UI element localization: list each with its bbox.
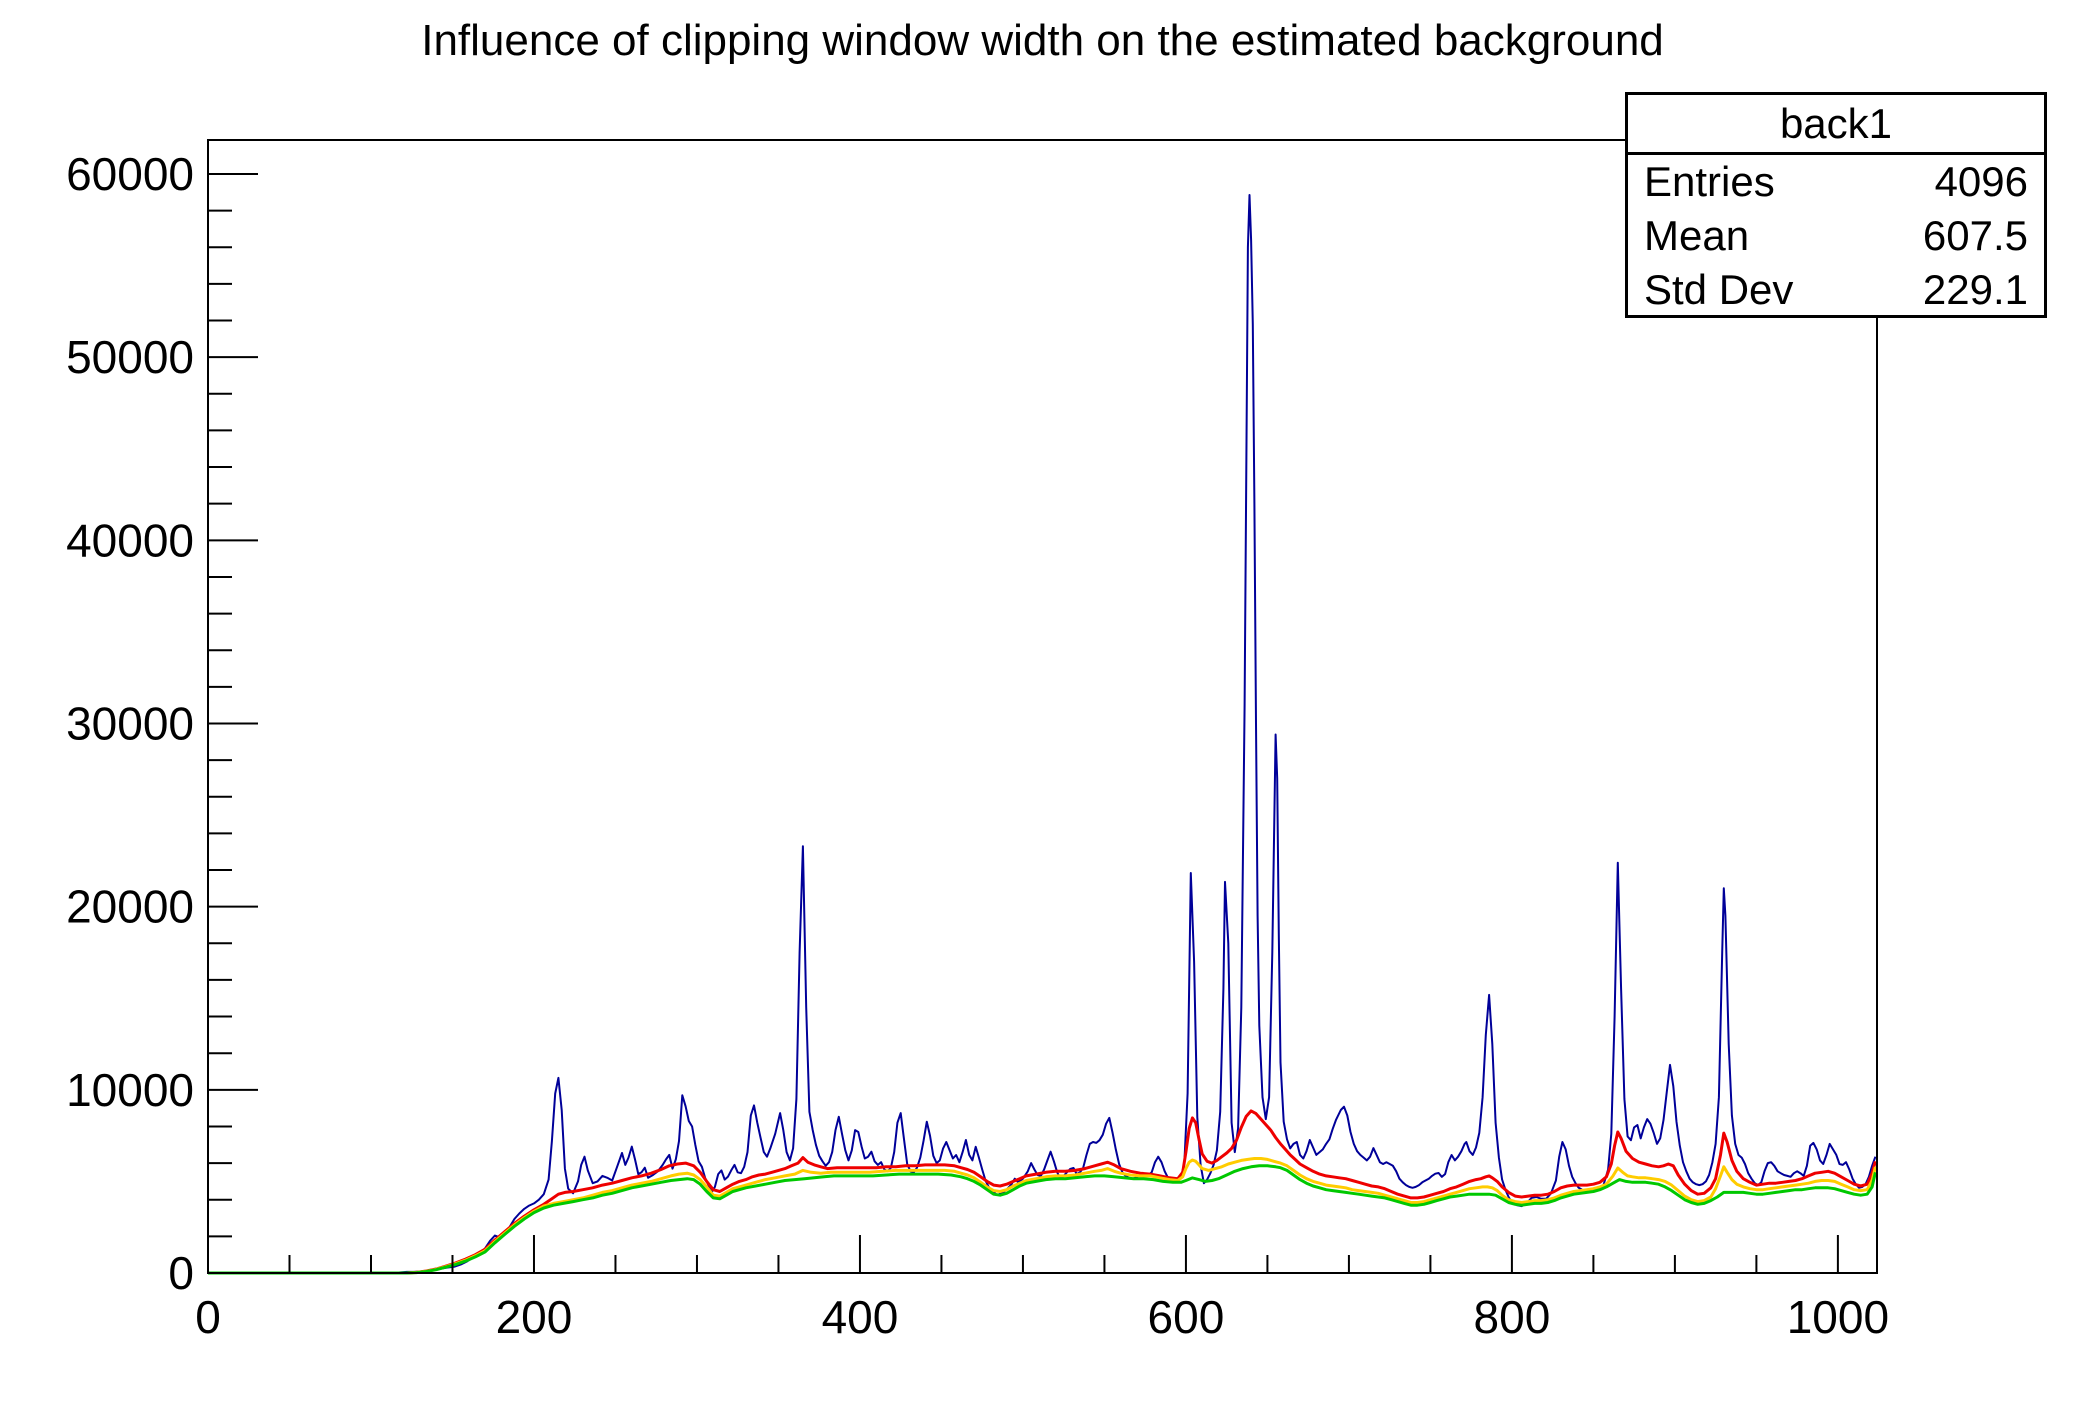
stats-value: 229.1: [1922, 266, 2028, 313]
page-title: Influence of clipping window width on th…: [421, 16, 1664, 65]
x-axis-tick-label: 0: [195, 1291, 221, 1343]
stats-row-stddev: Std Dev 229.1: [1628, 263, 2044, 317]
series-line-background-3: [208, 1164, 1877, 1275]
stats-label: Mean: [1644, 212, 1750, 259]
y-axis-tick-label: 10000: [66, 1064, 194, 1116]
plot-frame: [207, 139, 1878, 1274]
stats-label: Entries: [1644, 158, 1775, 205]
series-line-background-2: [208, 1157, 1877, 1275]
series-line-spectrum: [208, 194, 1877, 1274]
y-axis-tick-label: 60000: [66, 148, 194, 200]
y-axis-tick-label: 30000: [66, 697, 194, 749]
y-axis-tick-label: 0: [168, 1247, 194, 1299]
x-axis-tick-label: 400: [822, 1291, 899, 1343]
series-line-background-1: [208, 1109, 1877, 1275]
y-axis-tick-label: 40000: [66, 514, 194, 566]
stats-row-mean: Mean 607.5: [1628, 209, 2044, 263]
y-axis-tick-label: 50000: [66, 331, 194, 383]
stats-value: 4096: [1934, 158, 2028, 205]
stats-value: 607.5: [1922, 212, 2028, 259]
y-axis-tick-label: 20000: [66, 881, 194, 933]
x-axis-tick-label: 600: [1148, 1291, 1225, 1343]
stats-row-entries: Entries 4096: [1628, 155, 2044, 209]
stats-box-title: back1: [1628, 95, 2044, 155]
stats-box: back1 Entries 4096 Mean 607.5 Std Dev 22…: [1625, 92, 2047, 318]
stats-label: Std Dev: [1644, 266, 1794, 313]
x-axis-tick-label: 800: [1474, 1291, 1551, 1343]
x-axis-tick-label: 200: [496, 1291, 573, 1343]
x-axis-tick-label: 1000: [1787, 1291, 1889, 1343]
